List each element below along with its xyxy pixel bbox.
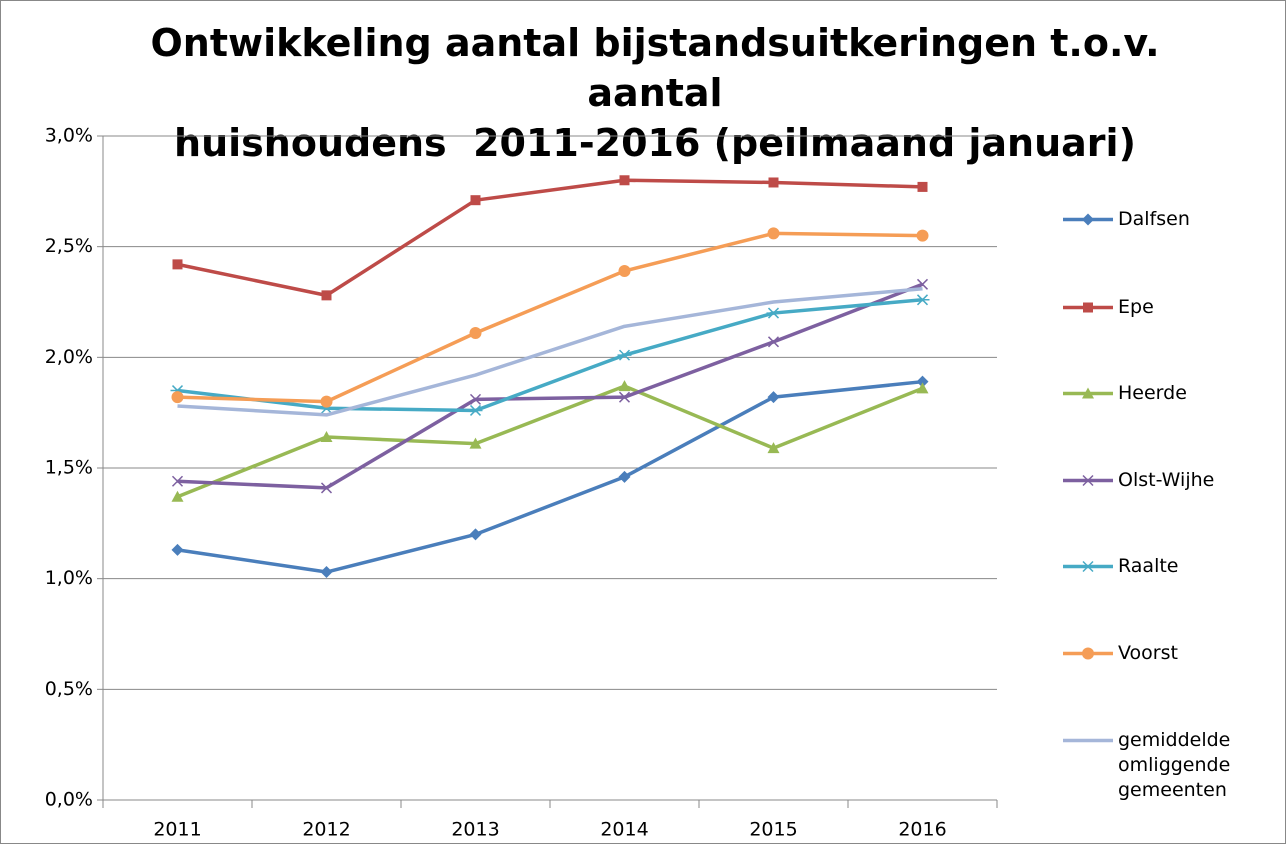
legend-label: Olst-Wijhe bbox=[1118, 469, 1215, 491]
line bbox=[177, 379, 923, 574]
marker bbox=[916, 229, 929, 242]
marker bbox=[1082, 213, 1094, 226]
y-tick-label: 3,0% bbox=[45, 125, 93, 147]
marker bbox=[171, 490, 184, 502]
marker bbox=[767, 391, 780, 404]
marker bbox=[320, 482, 333, 494]
line bbox=[177, 286, 923, 417]
legend-item: gemiddelde omliggende gemeenten bbox=[1062, 728, 1282, 803]
y-tick-label: 2,0% bbox=[45, 346, 93, 368]
x-tick-label: 2014 bbox=[600, 819, 648, 841]
marker bbox=[320, 395, 333, 408]
legend-swatch bbox=[1063, 387, 1113, 399]
legend-item: Dalfsen bbox=[1062, 207, 1282, 232]
marker bbox=[1081, 560, 1095, 573]
y-tick-label: 0,5% bbox=[45, 678, 93, 700]
legend-swatch bbox=[1063, 474, 1113, 487]
marker bbox=[618, 391, 631, 403]
line bbox=[177, 231, 923, 404]
legend-item: Epe bbox=[1062, 295, 1282, 320]
legend-swatch bbox=[1063, 302, 1113, 313]
marker bbox=[468, 404, 483, 416]
marker bbox=[767, 227, 780, 240]
legend-label: Heerde bbox=[1118, 382, 1187, 404]
marker bbox=[766, 307, 781, 319]
legend-label: gemiddelde omliggende gemeenten bbox=[1118, 729, 1231, 801]
marker bbox=[320, 431, 333, 443]
marker bbox=[321, 290, 332, 301]
legend-swatch bbox=[1063, 213, 1113, 226]
legend-label: Epe bbox=[1118, 296, 1154, 318]
line bbox=[177, 298, 923, 413]
legend-swatch bbox=[1063, 738, 1113, 743]
marker bbox=[915, 294, 930, 306]
marker bbox=[171, 475, 184, 487]
legend-label: Raalte bbox=[1118, 555, 1179, 577]
marker bbox=[1082, 474, 1094, 487]
marker bbox=[767, 336, 780, 348]
y-tick-label: 1,5% bbox=[45, 457, 93, 479]
marker bbox=[916, 382, 929, 394]
marker bbox=[320, 566, 333, 579]
x-tick-label: 2011 bbox=[153, 819, 201, 841]
legend-label: Dalfsen bbox=[1118, 208, 1190, 230]
marker bbox=[1082, 387, 1094, 399]
marker bbox=[171, 543, 184, 556]
y-tick-label: 0,0% bbox=[45, 789, 93, 811]
legend-item: Olst-Wijhe bbox=[1062, 468, 1282, 493]
marker bbox=[470, 195, 481, 206]
y-tick-label: 1,0% bbox=[45, 567, 93, 589]
legend-item: Raalte bbox=[1062, 554, 1282, 579]
legend-item: Heerde bbox=[1062, 381, 1282, 406]
marker bbox=[172, 259, 183, 270]
marker bbox=[171, 391, 184, 404]
marker bbox=[469, 393, 482, 405]
marker bbox=[618, 470, 631, 483]
marker bbox=[917, 181, 928, 192]
line bbox=[177, 178, 923, 298]
marker bbox=[618, 380, 631, 392]
marker bbox=[617, 349, 632, 361]
legend-item: Voorst bbox=[1062, 641, 1282, 666]
marker bbox=[1082, 647, 1094, 660]
x-tick-label: 2015 bbox=[749, 819, 797, 841]
y-tick-label: 2,5% bbox=[45, 235, 93, 257]
legend-swatch bbox=[1063, 647, 1113, 660]
marker bbox=[618, 265, 631, 278]
marker bbox=[469, 528, 482, 541]
line bbox=[177, 282, 924, 490]
marker bbox=[916, 375, 929, 388]
legend-label: Voorst bbox=[1118, 642, 1178, 664]
marker bbox=[767, 442, 780, 454]
x-tick-label: 2012 bbox=[302, 819, 350, 841]
chart-title: Ontwikkeling aantal bijstandsuitkeringen… bbox=[150, 21, 1160, 165]
marker bbox=[1083, 302, 1093, 313]
marker bbox=[469, 437, 482, 449]
marker bbox=[619, 175, 630, 186]
x-tick-label: 2016 bbox=[898, 819, 946, 841]
marker bbox=[469, 326, 482, 339]
x-tick-label: 2013 bbox=[451, 819, 499, 841]
legend-swatch bbox=[1063, 560, 1113, 573]
marker bbox=[768, 177, 779, 188]
line bbox=[176, 384, 924, 499]
